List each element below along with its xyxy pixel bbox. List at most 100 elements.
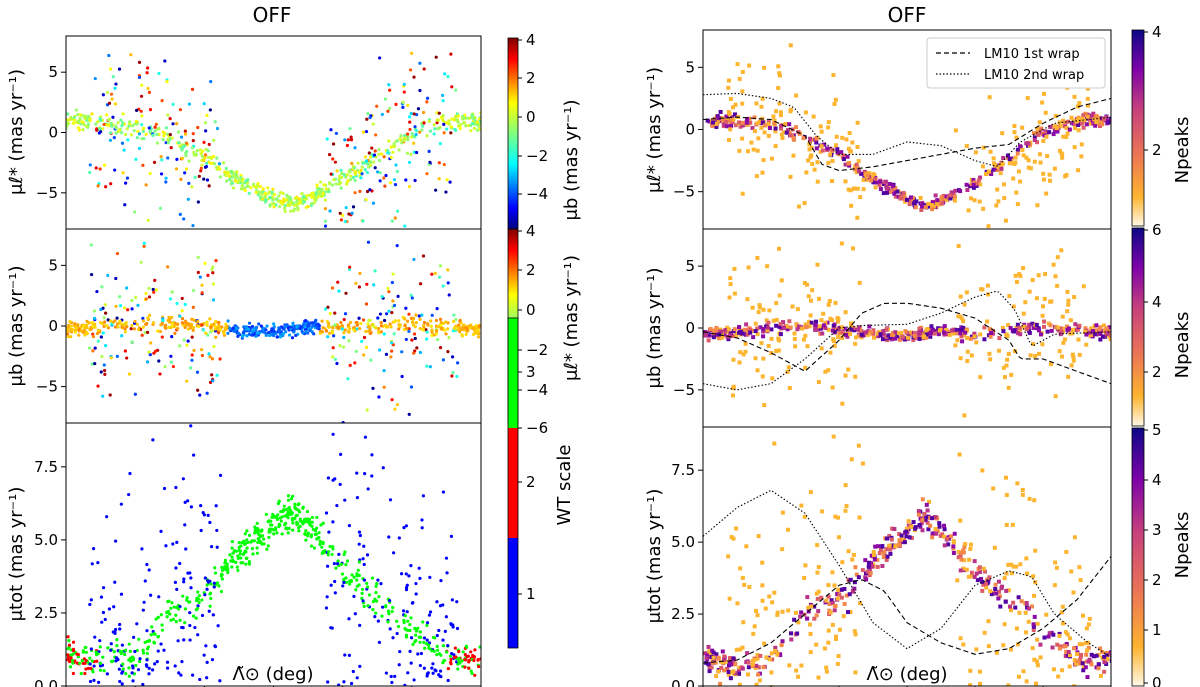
heatmap-cell (1071, 328, 1076, 333)
scatter-point (291, 521, 295, 525)
scatter-point (255, 521, 259, 526)
scatter-point (331, 432, 335, 436)
heatmap-cell (953, 289, 957, 293)
scatter-point (293, 196, 297, 200)
scatter-point (236, 554, 240, 558)
heatmap-cell (924, 327, 929, 332)
scatter-point (183, 302, 187, 307)
scatter-point (99, 307, 103, 312)
heatmap-cell (892, 526, 897, 531)
wt-band-1 (508, 538, 518, 648)
scatter-point (351, 669, 355, 674)
scatter-point (211, 282, 216, 286)
scatter-point (343, 219, 347, 224)
scatter-point (71, 671, 75, 676)
heatmap-cell (880, 337, 885, 342)
scatter-point (178, 314, 182, 318)
heatmap-cell (1024, 601, 1029, 606)
scatter-point (191, 325, 196, 330)
scatter-point (230, 555, 234, 559)
heatmap-cell (730, 393, 735, 398)
scatter-point (262, 542, 266, 546)
scatter-point (134, 157, 138, 161)
scatter-point (215, 528, 219, 533)
heatmap-cell (875, 331, 880, 336)
y-tick-label: −5 (36, 378, 58, 396)
scatter-point (225, 562, 229, 566)
heatmap-cell (986, 292, 991, 297)
heatmap-cell (762, 403, 767, 408)
heatmap-cell (912, 330, 917, 335)
scatter-point (92, 309, 96, 313)
scatter-point (464, 658, 468, 662)
heatmap-cell (1053, 274, 1058, 279)
scatter-point (412, 257, 416, 262)
heatmap-cell (792, 331, 797, 336)
scatter-point (390, 311, 394, 315)
scatter-point (247, 321, 252, 325)
heatmap-cell (831, 73, 836, 78)
heatmap-cell (786, 608, 791, 613)
heatmap-cell (720, 649, 725, 654)
heatmap-cell (871, 550, 876, 555)
scatter-point (233, 179, 238, 183)
heatmap-cell (918, 195, 923, 200)
scatter-point (417, 566, 421, 570)
scatter-point (387, 535, 391, 539)
heatmap-cell (745, 332, 750, 337)
scatter-point (98, 116, 102, 121)
scatter-point (448, 654, 453, 658)
scatter-point (405, 319, 410, 323)
heatmap-cell (845, 154, 850, 159)
scatter-point (310, 515, 314, 520)
heatmap-cell (1037, 152, 1042, 157)
heatmap-cell (1035, 621, 1040, 626)
scatter-point (351, 164, 355, 169)
heatmap-cell (922, 511, 927, 516)
scatter-point (367, 151, 371, 155)
scatter-point (267, 519, 271, 523)
scatter-point (352, 575, 356, 579)
scatter-point (435, 652, 439, 657)
heatmap-cell (1007, 604, 1012, 609)
heatmap-cell (1096, 662, 1101, 667)
scatter-point (183, 171, 187, 175)
heatmap-cell (1047, 631, 1052, 636)
scatter-point (245, 538, 249, 542)
heatmap-cell (959, 557, 964, 562)
heatmap-cell (899, 537, 904, 542)
heatmap-cell (808, 622, 813, 627)
scatter-point (78, 661, 82, 665)
heatmap-cell (942, 198, 947, 203)
heatmap-cell (805, 344, 810, 349)
scatter-point (244, 556, 248, 560)
heatmap-cell (1041, 324, 1046, 329)
scatter-point (239, 173, 243, 177)
scatter-point (399, 572, 404, 576)
heatmap-cell (1085, 648, 1090, 653)
scatter-point (449, 657, 453, 662)
scatter-point (326, 305, 330, 309)
scatter-point (371, 386, 375, 390)
scatter-point (358, 533, 362, 538)
scatter-point (235, 170, 239, 174)
y-tick-label: 0 (48, 317, 58, 335)
heatmap-cell (731, 105, 736, 110)
heatmap-cell (811, 114, 816, 119)
scatter-point (173, 580, 178, 585)
heatmap-cell (982, 630, 987, 635)
scatter-point (440, 93, 445, 97)
heatmap-cell (1006, 352, 1011, 357)
scatter-point (190, 358, 194, 362)
heatmap-cell (1001, 365, 1006, 370)
scatter-point (348, 582, 352, 586)
heatmap-cell (750, 126, 755, 131)
heatmap-cell (1055, 283, 1060, 288)
heatmap-cell (762, 641, 767, 646)
scatter-point (215, 581, 220, 585)
scatter-point (200, 613, 205, 618)
scatter-point (422, 110, 426, 115)
scatter-point (331, 478, 335, 482)
scatter-point (68, 320, 72, 324)
scatter-point (118, 622, 122, 627)
